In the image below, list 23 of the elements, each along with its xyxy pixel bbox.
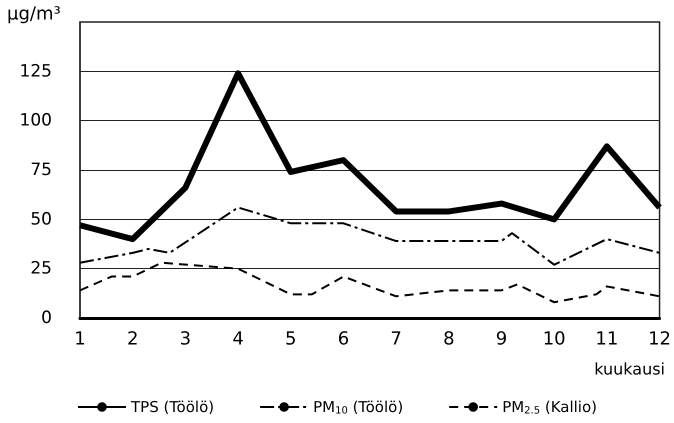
x-tick-label: 8: [443, 328, 455, 350]
x-tick-label: 12: [648, 328, 671, 350]
y-axis-title: μg/m³: [7, 4, 61, 24]
x-tick-label: 2: [126, 328, 138, 350]
y-tick-label: 0: [41, 308, 52, 328]
x-tick-label: 5: [285, 328, 296, 350]
y-tick-label: 100: [20, 110, 52, 131]
x-tick-label: 3: [180, 328, 192, 350]
x-tick-label: 10: [542, 328, 566, 350]
legend-label: TPS (Töölö): [130, 398, 214, 416]
x-tick-label: 7: [390, 328, 402, 350]
x-axis-title: kuukausi: [594, 360, 665, 378]
x-tick-label: 11: [595, 328, 618, 350]
x-tick-label: 4: [232, 328, 244, 350]
y-tick-label: 125: [20, 61, 52, 82]
x-tick-label: 9: [496, 328, 508, 350]
y-tick-label: 50: [30, 209, 52, 230]
line-series: [79, 262, 661, 304]
x-tick-label: 6: [338, 328, 350, 350]
x-tick-label: 1: [74, 328, 86, 350]
line-series: [79, 206, 661, 266]
y-tick-label: 25: [30, 258, 52, 279]
y-tick-label: 75: [30, 160, 52, 180]
